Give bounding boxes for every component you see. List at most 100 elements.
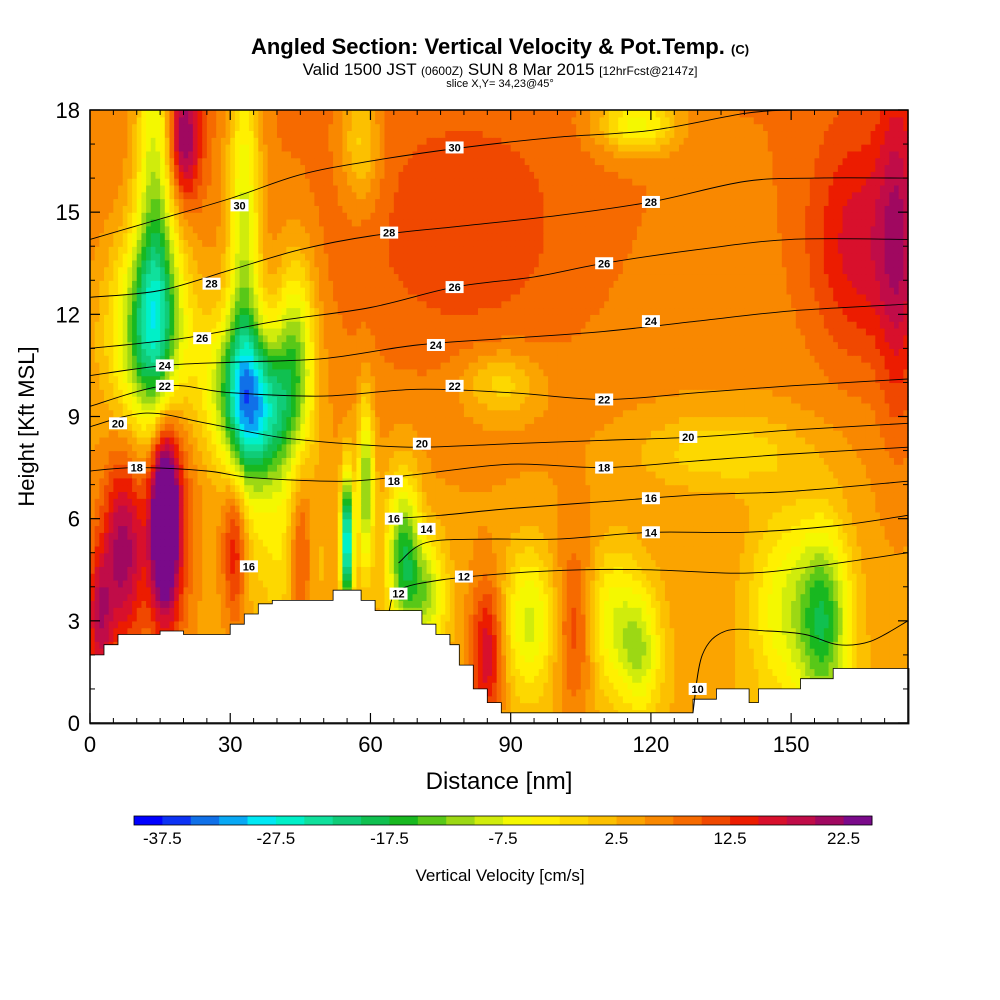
velocity-cell [319,573,325,581]
velocity-cell [426,566,432,574]
velocity-cell [805,552,811,561]
velocity-cell [487,648,493,656]
velocity-cell [477,634,484,642]
velocity-cell [819,634,825,642]
velocity-cell [636,654,643,663]
velocity-cell [295,566,301,574]
velocity-cell [767,675,774,683]
velocity-cell [669,532,675,540]
velocity-cell [127,607,133,615]
velocity-cell [767,586,774,595]
velocity-cell [772,607,778,615]
velocity-cell [809,661,816,670]
velocity-cell [248,586,255,595]
velocity-cell [454,586,460,595]
velocity-cell [99,579,105,588]
velocity-cell [538,620,544,629]
velocity-cell [847,586,853,595]
velocity-cell [702,552,708,561]
velocity-cell [496,593,502,601]
velocity-cell [711,579,717,588]
velocity-cell [655,688,661,697]
velocity-cell [183,566,189,574]
velocity-cell [328,573,334,581]
velocity-cell [744,559,750,567]
velocity-cell [800,552,806,561]
velocity-cell [290,552,297,561]
velocity-cell [749,675,755,683]
velocity-cell [697,641,703,649]
velocity-cell [491,593,498,601]
velocity-cell [473,682,479,690]
velocity-cell [510,688,516,697]
velocity-cell [585,627,591,636]
velocity-cell [744,648,750,656]
velocity-cell [445,566,451,574]
velocity-cell [552,532,559,540]
velocity-cell [791,614,797,622]
velocity-cell [417,545,423,554]
velocity-cell [809,668,816,676]
velocity-cell [356,539,362,547]
velocity-cell [300,532,306,540]
velocity-cell [613,627,619,636]
velocity-cell [515,634,521,642]
velocity-cell [515,573,521,581]
velocity-cell [707,661,713,670]
velocity-cell [220,539,227,547]
velocity-cell [781,586,788,595]
velocity-cell [711,641,717,649]
velocity-cell [669,634,675,642]
velocity-cell [361,573,367,581]
velocity-cell [571,648,577,656]
velocity-cell [828,566,834,574]
velocity-cell [216,586,222,595]
velocity-cell [365,579,372,588]
velocity-cell [108,586,114,595]
velocity-cell [220,579,227,588]
velocity-cell [253,539,259,547]
velocity-cell [164,545,171,554]
velocity-cell [463,607,470,615]
velocity-cell [870,620,876,629]
velocity-cell [412,532,418,540]
velocity-cell [688,573,694,581]
velocity-cell [90,525,96,533]
velocity-cell [777,668,783,676]
velocity-cell [613,688,619,697]
velocity-cell [258,552,264,561]
velocity-cell [805,566,811,574]
velocity-cell [141,532,147,540]
velocity-cell [646,695,652,704]
velocity-cell [403,559,409,567]
velocity-cell [529,559,535,567]
velocity-cell [496,661,502,670]
velocity-cell [520,573,526,581]
velocity-cell [557,607,563,615]
velocity-cell [239,586,245,595]
velocity-cell [753,552,760,561]
velocity-cell [482,579,488,588]
velocity-cell [865,579,872,588]
velocity-cell [136,545,143,554]
velocity-cell [477,573,484,581]
velocity-cell [730,634,736,642]
velocity-cell [216,600,222,608]
velocity-cell [851,614,858,622]
velocity-cell [772,573,778,581]
velocity-cell [837,654,844,663]
velocity-cell [169,552,175,561]
velocity-cell [529,695,535,704]
velocity-cell [262,559,269,567]
velocity-cell [613,668,619,676]
velocity-cell [791,539,797,547]
velocity-cell [893,532,900,540]
velocity-cell [548,641,554,649]
velocity-cell [865,620,872,629]
velocity-cell [576,648,582,656]
velocity-cell [94,552,100,561]
velocity-cell [819,579,825,588]
velocity-cell [707,607,713,615]
velocity-cell [496,559,502,567]
velocity-cell [898,586,904,595]
